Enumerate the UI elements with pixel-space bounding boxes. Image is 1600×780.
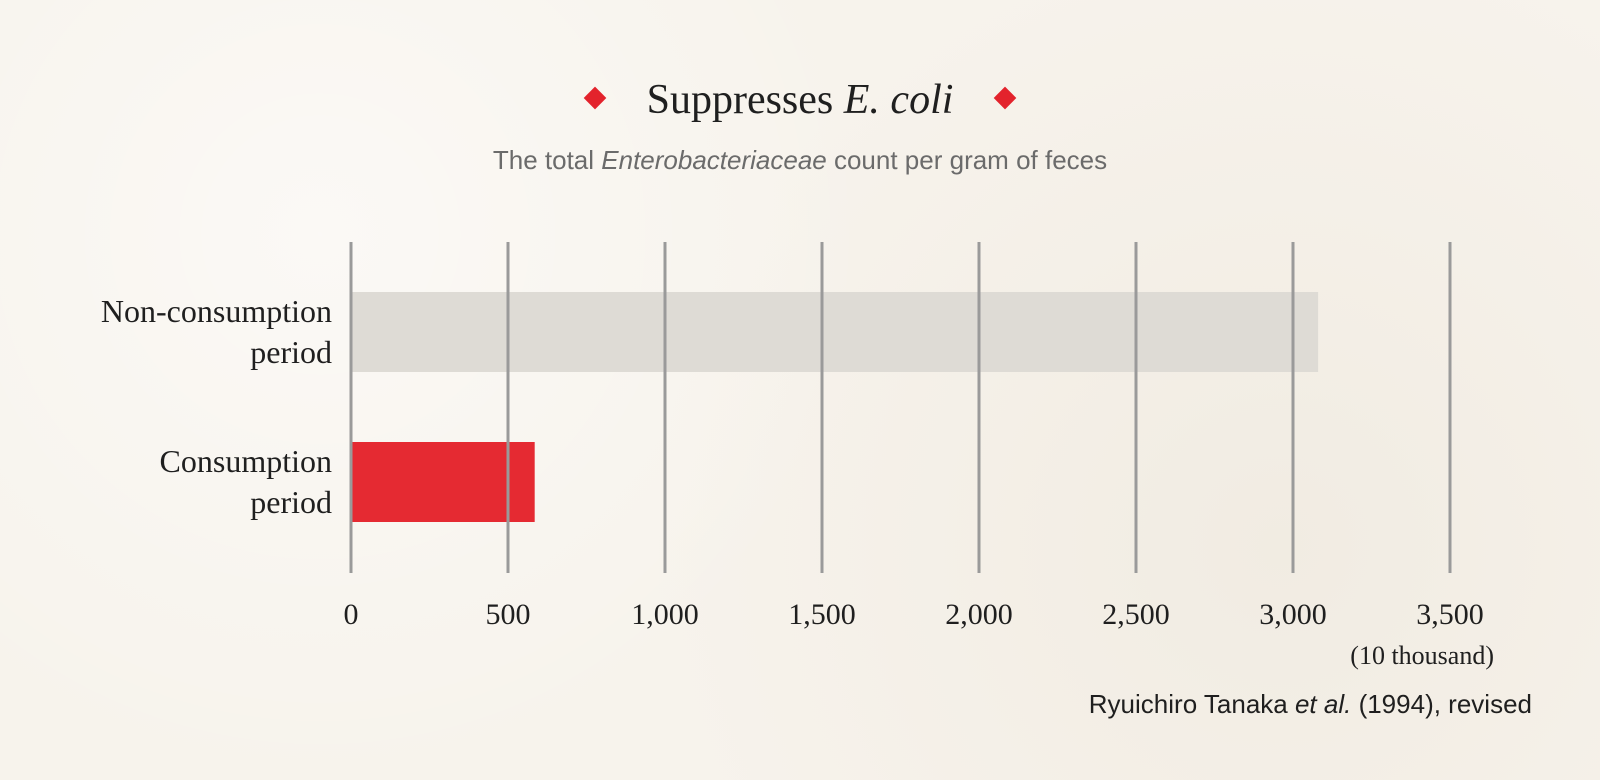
x-tick-label-7: 3,500 [1416,598,1484,631]
subtitle-before: The total [493,145,601,175]
x-tick-label-5: 2,500 [1102,598,1170,631]
bar-consumption-period [351,442,535,522]
category-label-line: period [250,484,332,520]
x-tick-label-3: 1,500 [788,598,856,631]
left-diamond-icon [583,86,607,110]
x-tick-label-1: 500 [486,598,531,631]
x-unit-label: (10 thousand) [1350,641,1494,670]
right-diamond-icon [993,86,1017,110]
category-label-line: period [250,334,332,370]
category-label-line: Non-consumption [101,293,332,329]
x-tick-label-0: 0 [344,598,359,631]
bars-group [351,292,1319,522]
category-labels: Non-consumption period Consumption period [101,293,332,520]
source-italic: et al. [1295,689,1351,719]
x-tick-label-6: 3,000 [1259,598,1327,631]
source-citation: Ryuichiro Tanaka et al. (1994), revised [1089,689,1532,719]
source-before: Ryuichiro Tanaka [1089,689,1295,719]
chart-title-main: Suppresses [647,77,844,123]
chart-title-italic: E. coli [843,77,954,123]
x-tick-labels: 0 500 1,000 1,500 2,000 2,500 3,000 3,500 [344,598,1484,631]
chart-subtitle: The total Enterobacteriaceae count per g… [493,145,1107,175]
chart-title: Suppresses E. coli [583,77,1017,123]
x-tick-label-2: 1,000 [631,598,699,631]
source-after: (1994), revised [1351,689,1532,719]
category-label-non-consumption: Non-consumption period [101,293,332,370]
category-label-line: Consumption [160,443,332,479]
subtitle-italic: Enterobacteriaceae [601,145,826,175]
chart-title-text: Suppresses E. coli [647,77,954,123]
grid-lines [349,242,1452,573]
subtitle-after: count per gram of feces [827,145,1107,175]
bar-non-consumption-period [351,292,1319,372]
x-tick-label-4: 2,000 [945,598,1013,631]
category-label-consumption: Consumption period [160,443,332,520]
